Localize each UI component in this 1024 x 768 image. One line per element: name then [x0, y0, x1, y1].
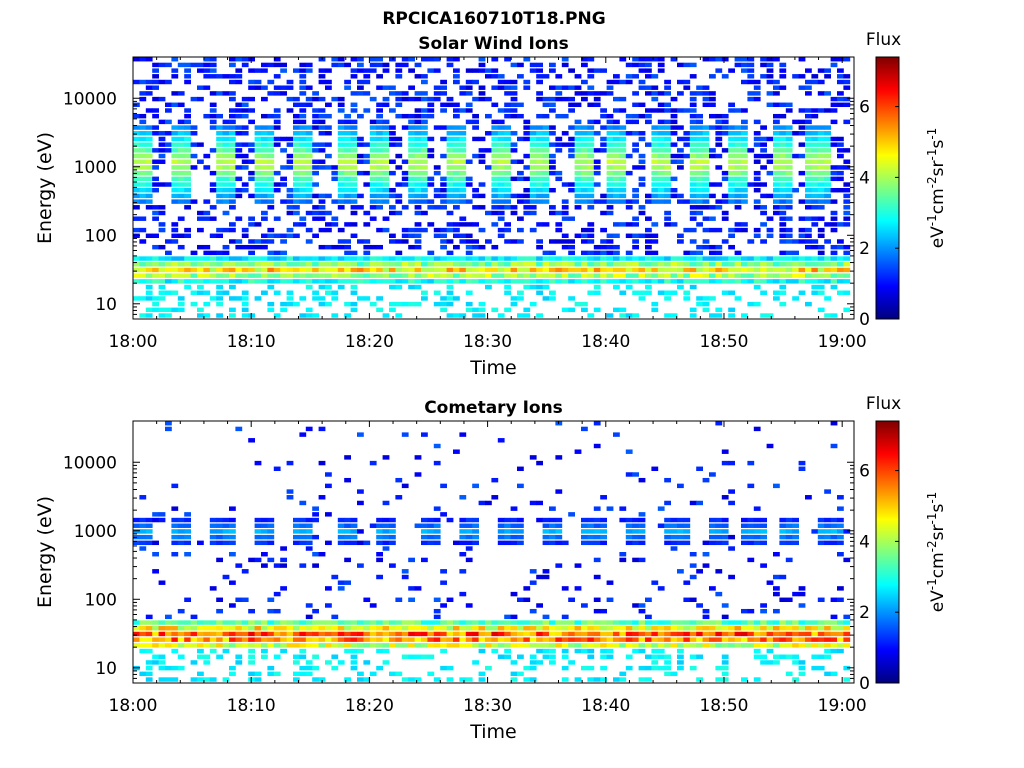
x-tick-label: 18:30 — [463, 696, 512, 716]
y-tick-label: 10000 — [63, 89, 117, 109]
x-tick-label: 18:20 — [345, 696, 394, 716]
colorbar-tick-label: 2 — [859, 239, 870, 259]
x-tick-label: 18:20 — [345, 332, 394, 352]
colorbar-tick-label: 6 — [859, 98, 870, 118]
colorbar-tick-label: 0 — [859, 674, 870, 694]
x-tick-label: 18:30 — [463, 332, 512, 352]
x-tick-label: 19:00 — [818, 696, 867, 716]
colorbar-scale — [875, 420, 900, 684]
x-tick-label: 19:00 — [818, 332, 867, 352]
panel-cometary: 18:00 18:10 18:20 18:30 18:40 18:50 19:00 10 100… — [34, 394, 948, 743]
x-tick-label: 18:00 — [109, 332, 158, 352]
x-tick-label: 18:40 — [581, 332, 630, 352]
x-tick-label: 18:10 — [227, 696, 276, 716]
colorbar-tick-label: 4 — [859, 168, 870, 188]
heatmap-cells — [133, 57, 851, 318]
x-axis-label: Time — [469, 721, 517, 743]
panel-solar-wind: 18:00 18:10 18:20 18:30 18:40 18:50 19:00 10 100… — [34, 30, 948, 379]
colorbar-title: Flux — [866, 394, 901, 414]
x-tick-label: 18:10 — [227, 332, 276, 352]
axes-frame — [132, 420, 855, 684]
x-tick-label: 18:50 — [699, 332, 748, 352]
y-tick-label: 1000 — [74, 522, 117, 542]
x-tick-label: 18:50 — [699, 696, 748, 716]
panel-title: Solar Wind Ions — [418, 34, 569, 54]
y-axis-label: Energy (eV) — [34, 496, 56, 608]
colorbar-tick-label: 4 — [859, 532, 870, 552]
colorbar: 0 2 4 6 Flux eV-1cm-2sr-1s-1 — [859, 394, 948, 694]
x-tick-label: 18:40 — [581, 696, 630, 716]
axes-frame — [132, 56, 855, 320]
y-tick-label: 10 — [95, 659, 117, 679]
colorbar-tick-label: 6 — [859, 462, 870, 482]
figure-title: RPCICA160710T18.PNG — [382, 9, 605, 29]
y-tick-label: 10000 — [63, 453, 117, 473]
colorbar-scale — [875, 56, 900, 320]
y-tick-label: 100 — [85, 226, 117, 246]
colorbar-tick-label: 2 — [859, 603, 870, 623]
y-tick-label: 1000 — [74, 158, 117, 178]
x-tick-label: 18:00 — [109, 696, 158, 716]
y-tick-label: 10 — [95, 295, 117, 315]
x-axis-label: Time — [469, 357, 517, 379]
y-axis-label: Energy (eV) — [34, 132, 56, 244]
panel-title: Cometary Ions — [424, 398, 563, 418]
colorbar-label: eV-1cm-2sr-1s-1 — [925, 128, 948, 249]
colorbar-tick-label: 0 — [859, 310, 870, 330]
colorbar-title: Flux — [866, 30, 901, 50]
colorbar-label: eV-1cm-2sr-1s-1 — [925, 492, 948, 613]
y-tick-label: 100 — [85, 590, 117, 610]
heatmap-cells — [133, 421, 851, 682]
colorbar: 0 2 4 6 Flux eV-1cm-2sr-1s-1 — [859, 30, 948, 330]
